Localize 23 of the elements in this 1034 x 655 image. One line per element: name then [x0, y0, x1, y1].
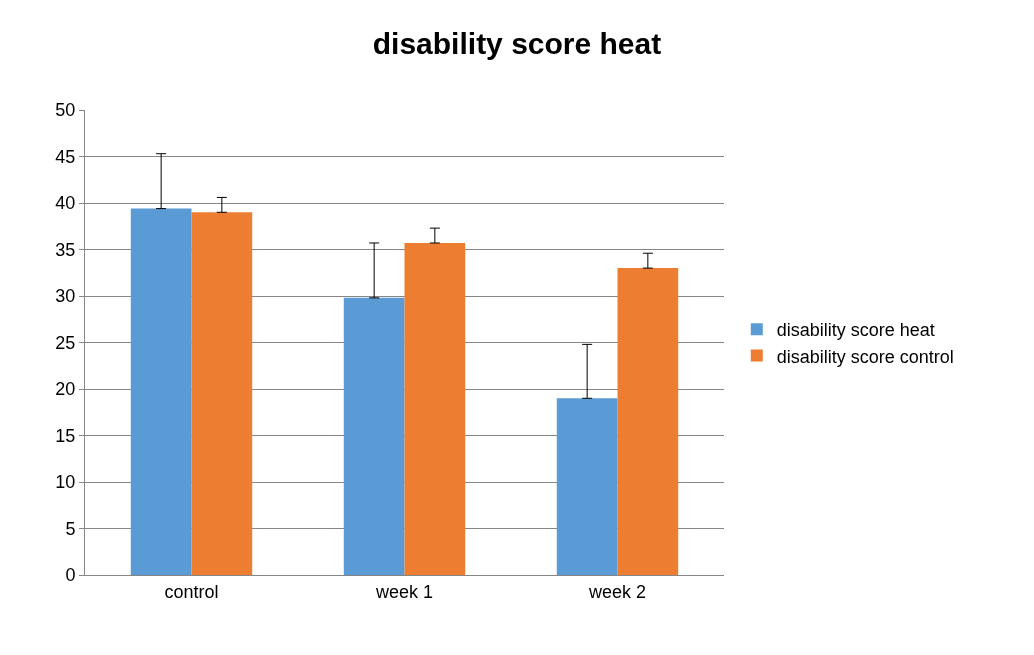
x-tick-label: week 2: [587, 581, 647, 602]
y-tick-label: 50: [55, 100, 76, 121]
legend-label: disability score control: [776, 346, 954, 367]
y-tick-label: 10: [55, 472, 76, 493]
y-tick-label: 35: [55, 239, 76, 260]
legend-label: disability score heat: [776, 320, 935, 341]
y-tick-label: 30: [55, 286, 76, 307]
y-tick-label: 0: [65, 565, 76, 586]
bar: [404, 242, 466, 575]
bar: [130, 208, 192, 575]
x-tick-label: week 1: [374, 581, 434, 602]
chart-title: disability score heat: [372, 26, 662, 60]
y-tick-label: 5: [65, 518, 76, 539]
bar: [556, 398, 618, 575]
x-tick-label: control: [164, 581, 219, 602]
y-tick-label: 25: [55, 332, 76, 353]
y-tick-label: 45: [55, 146, 76, 167]
bar: [343, 297, 405, 575]
bar: [617, 268, 679, 575]
bar: [191, 212, 253, 575]
y-tick-label: 15: [55, 425, 76, 446]
y-tick-label: 20: [55, 379, 76, 400]
y-tick-label: 40: [55, 193, 76, 214]
